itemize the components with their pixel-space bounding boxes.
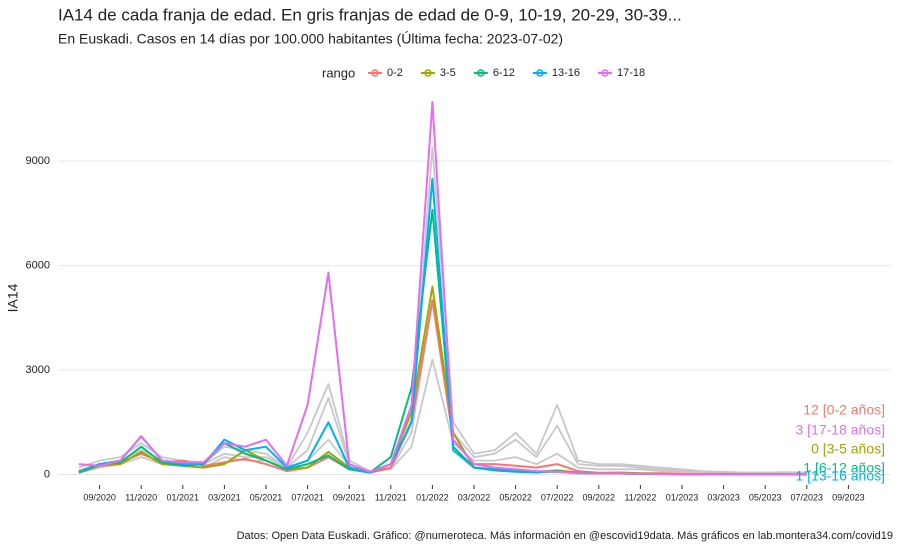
- x-tick-label: 01/2023: [666, 492, 699, 502]
- legend-label: 17-18: [617, 67, 645, 79]
- y-tick-label: 0: [44, 468, 50, 480]
- legend-swatch-dot: [424, 69, 432, 77]
- y-axis-label: IA14: [5, 283, 21, 312]
- end-label: 0 [3-5 años]: [811, 441, 885, 457]
- end-label: 3 [17-18 años]: [795, 422, 885, 438]
- caption: Datos: Open Data Euskadi. Gráfico: @nume…: [237, 530, 893, 542]
- x-tick-label: 03/2023: [707, 492, 740, 502]
- legend-swatch-dot: [536, 69, 544, 77]
- y-tick-label: 3000: [26, 364, 50, 376]
- series-line: [78, 177, 807, 476]
- chart-subtitle: En Euskadi. Casos en 14 días por 100.000…: [58, 31, 563, 47]
- chart-title: IA14 de cada franja de edad. En gris fra…: [58, 5, 682, 24]
- x-tick-label: 11/2021: [375, 492, 407, 502]
- x-tick-label: 09/2020: [83, 492, 116, 502]
- legend-swatch-dot: [477, 69, 485, 77]
- legend-label: 13-16: [552, 67, 580, 79]
- x-tick-label: 05/2023: [749, 492, 782, 502]
- x-tick-label: 07/2023: [791, 492, 824, 502]
- end-label: 1 [13-16 años]: [795, 468, 885, 484]
- x-tick-label: 01/2022: [416, 492, 449, 502]
- x-tick-label: 09/2021: [333, 492, 366, 502]
- x-tick-label: 01/2021: [167, 492, 200, 502]
- x-tick-label: 05/2021: [250, 492, 283, 502]
- legend-label: 6-12: [493, 67, 515, 79]
- x-tick-label: 09/2023: [832, 492, 865, 502]
- end-label: 12 [0-2 años]: [803, 402, 885, 418]
- x-tick-label: 07/2022: [541, 492, 574, 502]
- series-line: [78, 101, 807, 476]
- x-tick-label: 11/2022: [624, 492, 656, 502]
- x-tick-label: 03/2021: [208, 492, 241, 502]
- x-tick-label: 05/2022: [499, 492, 532, 502]
- series-line: [78, 208, 807, 476]
- legend-title: rango: [322, 65, 355, 80]
- y-tick-label: 6000: [26, 260, 50, 272]
- x-tick-label: 11/2020: [125, 492, 157, 502]
- legend-swatch-dot: [601, 69, 609, 77]
- legend-swatch-dot: [371, 69, 379, 77]
- legend-label: 3-5: [440, 67, 456, 79]
- y-tick-label: 9000: [26, 155, 50, 167]
- x-tick-label: 09/2022: [583, 492, 616, 502]
- x-tick-label: 07/2021: [291, 492, 324, 502]
- x-tick-label: 03/2022: [458, 492, 491, 502]
- legend-label: 0-2: [387, 67, 403, 79]
- end-label: 1 [6-12 años]: [803, 460, 885, 476]
